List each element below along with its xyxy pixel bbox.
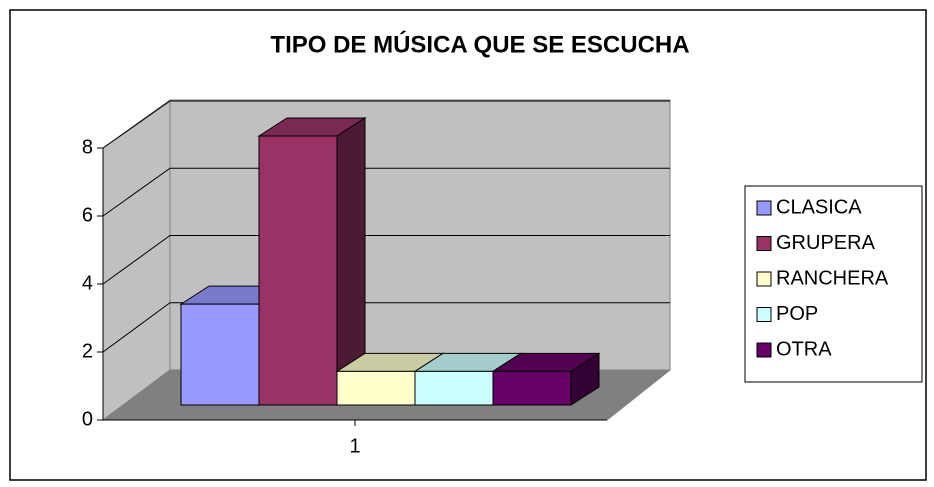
legend-swatch — [756, 342, 772, 358]
legend-swatch — [756, 200, 772, 216]
legend-label: GRUPERA — [776, 232, 876, 254]
legend-swatch — [756, 307, 772, 322]
bar — [180, 303, 260, 406]
legend-label: OTRA — [776, 338, 832, 360]
y-tick-label: 0 — [82, 408, 93, 430]
legend-label: POP — [776, 303, 818, 325]
bar — [336, 370, 416, 406]
y-tick-label: 2 — [82, 340, 93, 362]
bar — [258, 135, 338, 406]
y-tick-label: 8 — [82, 136, 93, 158]
bar — [492, 370, 572, 406]
chart-title: TIPO DE MÚSICA QUE SE ESCUCHA — [270, 30, 689, 58]
y-tick-label: 4 — [82, 272, 93, 294]
grid-line — [102, 235, 670, 285]
y-tick-label: 6 — [82, 204, 93, 226]
grid-line — [102, 100, 670, 149]
grid-line — [102, 302, 670, 353]
legend-swatch — [756, 236, 772, 251]
legend-swatch — [756, 271, 772, 287]
grid-line — [102, 167, 670, 217]
x-tick-label: 1 — [349, 435, 360, 457]
legend-label: CLASICA — [776, 196, 862, 218]
legend-label: RANCHERA — [776, 267, 889, 289]
bar — [414, 370, 494, 406]
legend — [744, 185, 923, 383]
